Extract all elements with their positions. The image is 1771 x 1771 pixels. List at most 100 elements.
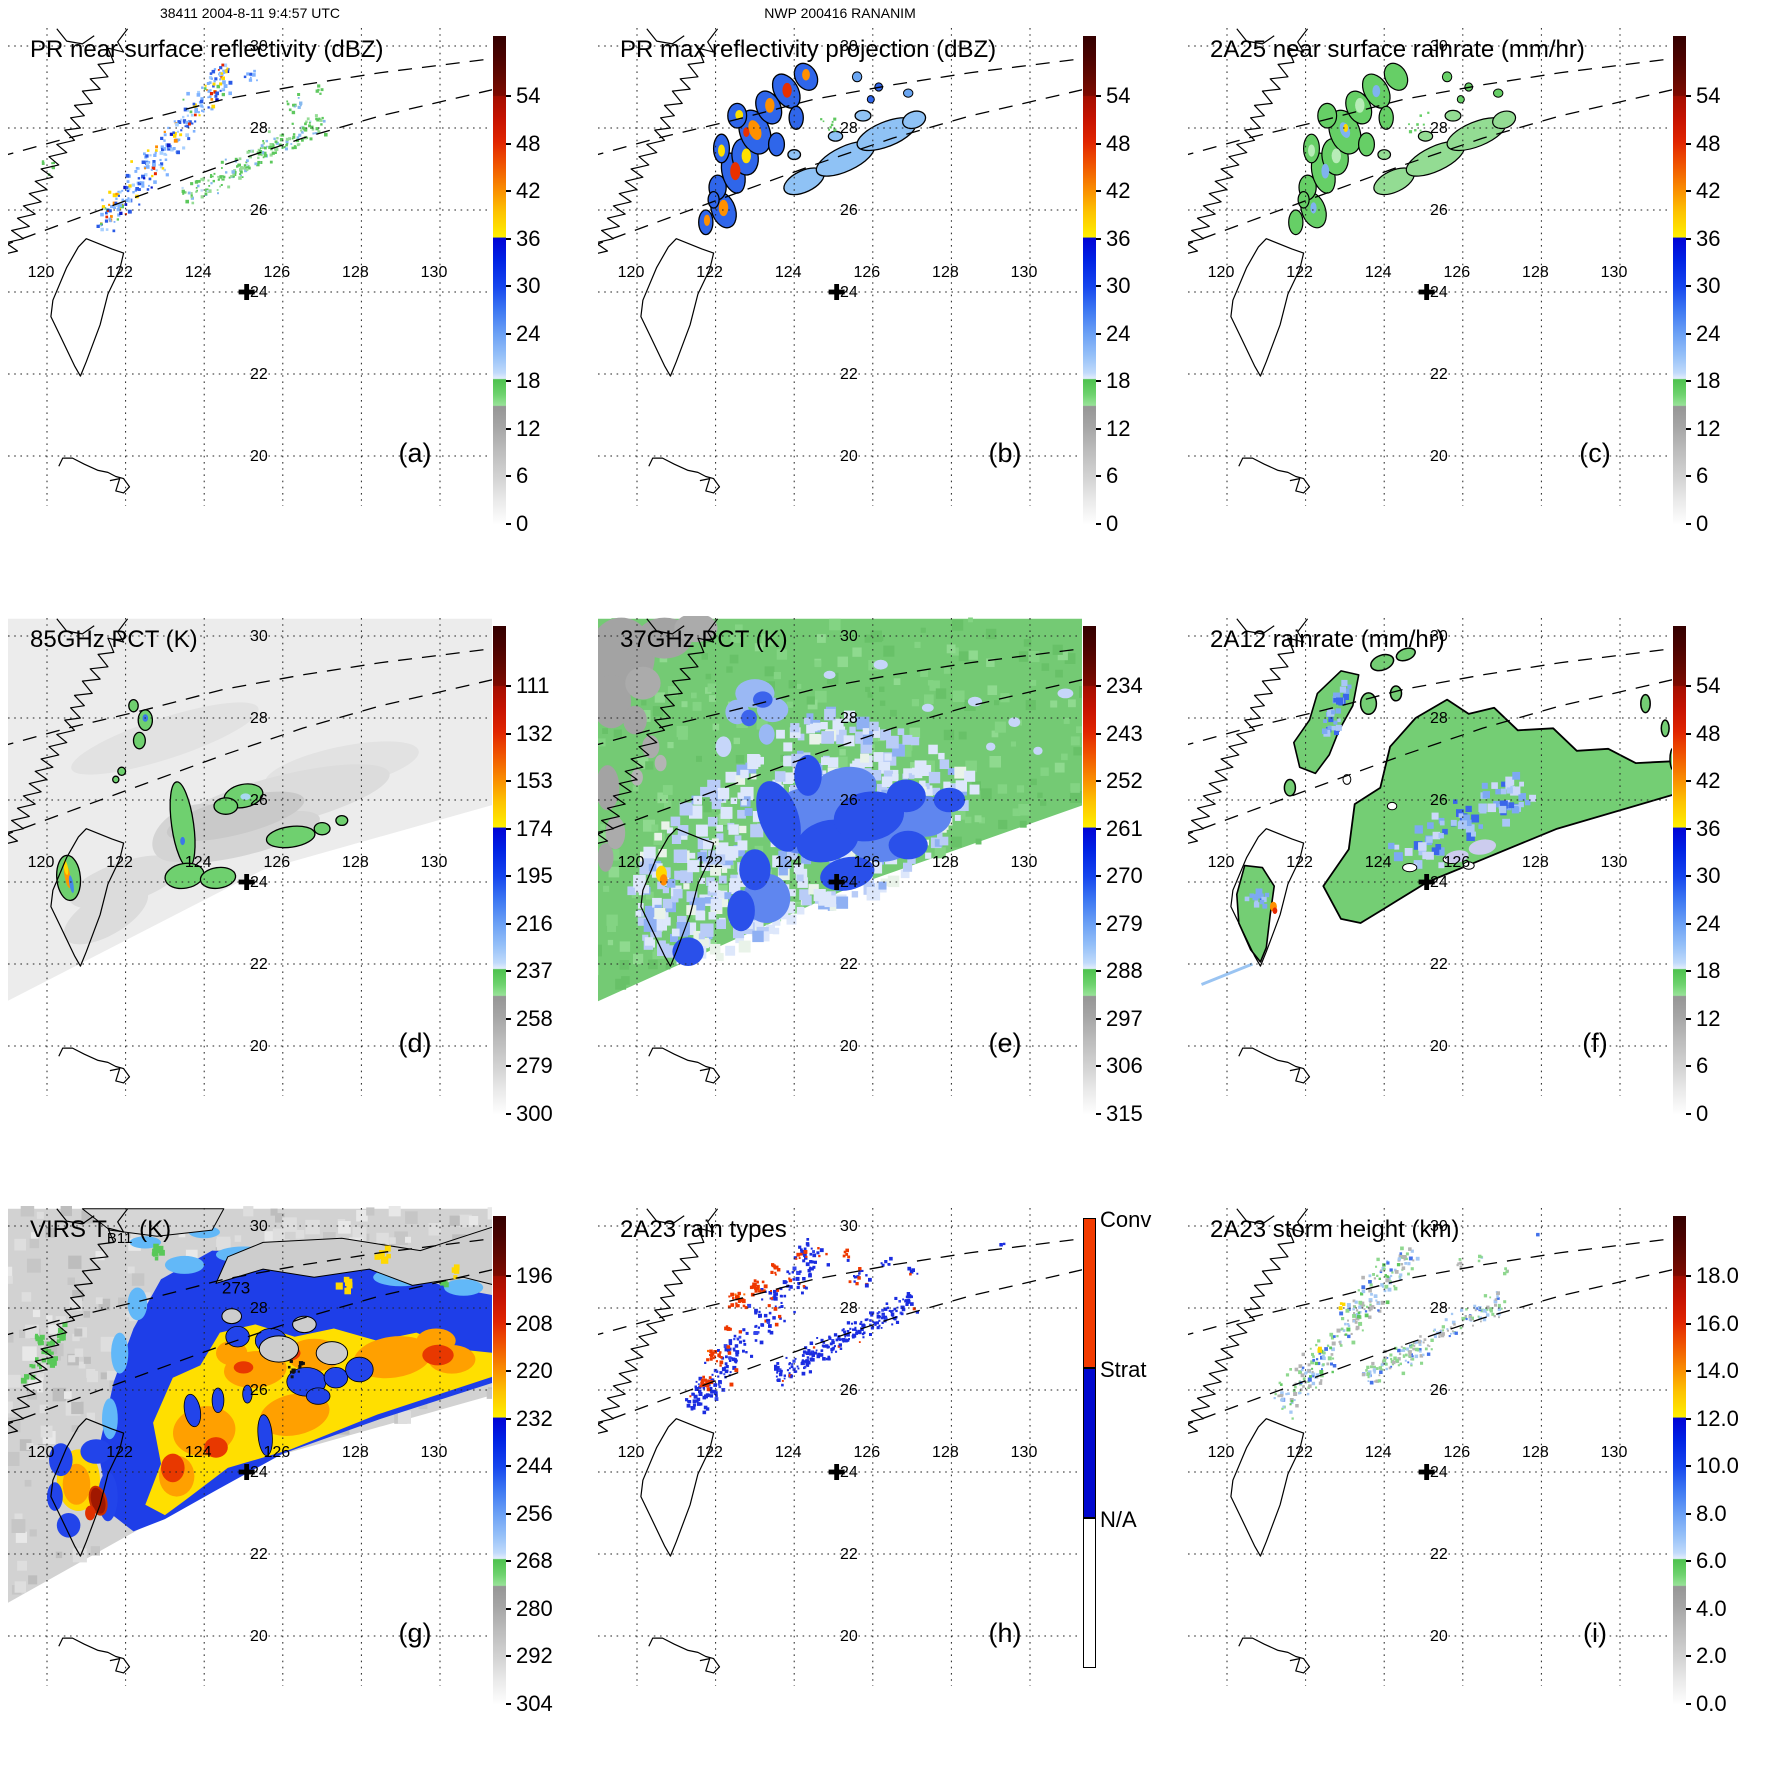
svg-text:124: 124 bbox=[775, 1444, 802, 1461]
svg-text:26: 26 bbox=[250, 792, 268, 809]
svg-text:28: 28 bbox=[840, 1300, 858, 1317]
svg-text:28: 28 bbox=[1430, 710, 1448, 727]
colorbar-tick bbox=[1096, 190, 1101, 193]
colorbar-tick-label: 0 bbox=[516, 510, 529, 536]
svg-text:20: 20 bbox=[1430, 1628, 1448, 1645]
storm-center-marker bbox=[1418, 1464, 1435, 1480]
svg-text:126: 126 bbox=[263, 1444, 290, 1461]
colorbar-tick-label: 54 bbox=[516, 83, 541, 109]
axis-labels: 120 122 124 126 128 130 30 28 26 24 22 20 bbox=[1208, 38, 1628, 465]
panel-d-letter: (d) bbox=[398, 1028, 432, 1058]
colorbar-tick bbox=[1686, 1512, 1691, 1515]
panel-d-title: 85GHz PCT (K) bbox=[30, 626, 198, 653]
colorbar-tick-label: 196 bbox=[516, 1263, 553, 1289]
svg-text:128: 128 bbox=[342, 854, 369, 871]
colorbar-tick bbox=[1686, 827, 1691, 830]
axis-labels: 120 122 124 126 128 130 30 28 26 24 22 20 bbox=[618, 1218, 1038, 1645]
svg-text:128: 128 bbox=[932, 1444, 959, 1461]
storm-center-marker bbox=[828, 284, 845, 300]
colorbar-tick-label: 174 bbox=[516, 815, 553, 841]
colorbar-tick-label: 54 bbox=[1106, 83, 1131, 109]
colorbar-tick bbox=[1686, 1607, 1691, 1610]
svg-text:24: 24 bbox=[250, 874, 268, 891]
svg-text:30: 30 bbox=[1430, 628, 1448, 645]
colorbar-a: 54 48 42 36 30 24 18 12 6 0 bbox=[0, 0, 540, 590]
raintype-segment-na bbox=[1083, 1518, 1096, 1668]
svg-text:126: 126 bbox=[263, 854, 290, 871]
colorbar-tick-label: 54 bbox=[1696, 83, 1721, 109]
coastlines bbox=[1188, 28, 1311, 494]
colorbar-tick-label: 18.0 bbox=[1696, 1263, 1739, 1289]
raintype-segment-conv bbox=[1083, 1218, 1096, 1368]
panel-e-letter: (e) bbox=[988, 1028, 1022, 1058]
colorbar-tick bbox=[1686, 1560, 1691, 1563]
panel-h-letter: (h) bbox=[988, 1618, 1022, 1648]
colorbar-tick bbox=[1686, 190, 1691, 193]
colorbar-tick bbox=[1096, 380, 1101, 383]
svg-text:128: 128 bbox=[932, 854, 959, 871]
svg-text:120: 120 bbox=[618, 854, 645, 871]
svg-text:124: 124 bbox=[775, 264, 802, 281]
colorbar-tick-label: 42 bbox=[1106, 178, 1131, 204]
storm-center-marker bbox=[238, 1464, 255, 1480]
colorbar-tick-label: 304 bbox=[516, 1690, 553, 1716]
svg-text:120: 120 bbox=[618, 264, 645, 281]
svg-text:20: 20 bbox=[250, 1038, 268, 1055]
colorbar-tick bbox=[506, 1560, 511, 1563]
colorbar-tick bbox=[506, 1322, 511, 1325]
colorbar-tick bbox=[1686, 237, 1691, 240]
storm-center-marker bbox=[828, 1464, 845, 1480]
graticule bbox=[598, 618, 1080, 1096]
colorbar-tick-label: 288 bbox=[1106, 958, 1143, 984]
panel-b-title: PR max reflectivity projection (dBZ) bbox=[620, 36, 997, 63]
svg-text:128: 128 bbox=[1522, 1444, 1549, 1461]
svg-text:30: 30 bbox=[840, 628, 858, 645]
coastlines bbox=[8, 618, 131, 1084]
colorbar-tick-label: 18 bbox=[516, 368, 541, 394]
colorbar-tick bbox=[1686, 1275, 1691, 1278]
colorbar-tick-label: 256 bbox=[516, 1500, 553, 1526]
svg-text:20: 20 bbox=[840, 1038, 858, 1055]
colorbar-g: 196 208 220 232 244 256 268 280 292 304 bbox=[0, 1180, 553, 1770]
colorbar-tick bbox=[506, 285, 511, 288]
colorbar-tick-label: 132 bbox=[516, 720, 553, 746]
colorbar-tick bbox=[1096, 332, 1101, 335]
colorbar-tick bbox=[1686, 732, 1691, 735]
map-b: 120 122 124 126 128 130 30 28 26 24 22 20 bbox=[598, 28, 1082, 506]
colorbar-tick bbox=[1686, 1370, 1691, 1373]
colorbar-tick bbox=[1686, 380, 1691, 383]
colorbar-tick bbox=[506, 780, 511, 783]
colorbar-tick bbox=[1686, 922, 1691, 925]
data-overlay bbox=[698, 62, 927, 236]
colorbar-tick bbox=[1686, 875, 1691, 878]
axis-labels: 120 122 124 126 128 130 30 28 26 24 22 20 bbox=[28, 1218, 448, 1645]
data-overlay bbox=[1273, 1232, 1540, 1420]
colorbar-tick-label: 24 bbox=[516, 320, 541, 346]
colorbar-tick-label: 30 bbox=[1696, 273, 1721, 299]
colorbar-tick-label: 30 bbox=[516, 273, 541, 299]
colorbar-tick bbox=[506, 427, 511, 430]
panel-g: 273 120 122 124 126 128 130 30 28 26 24 22 20 VIRS T… bbox=[0, 1180, 590, 1770]
svg-text:22: 22 bbox=[1430, 1546, 1448, 1563]
colorbar-tick-label: 48 bbox=[1696, 720, 1721, 746]
colorbar-tick-label: 0 bbox=[1106, 510, 1119, 536]
axis-labels: 120 122 124 126 128 130 30 28 26 24 22 20 bbox=[1208, 1218, 1628, 1645]
colorbar-gradient bbox=[493, 36, 506, 524]
svg-text:126: 126 bbox=[853, 264, 880, 281]
colorbar-tick bbox=[1686, 1655, 1691, 1658]
colorbar-tick bbox=[1096, 970, 1101, 973]
panel-a-letter: (a) bbox=[398, 438, 432, 468]
svg-text:124: 124 bbox=[1365, 264, 1392, 281]
colorbar-tick-label: 48 bbox=[516, 130, 541, 156]
colorbar-tick bbox=[506, 1017, 511, 1020]
svg-text:130: 130 bbox=[1601, 264, 1628, 281]
colorbar-tick-label: 0 bbox=[1696, 510, 1709, 536]
svg-text:128: 128 bbox=[1522, 854, 1549, 871]
colorbar-tick-label: 0.0 bbox=[1696, 1690, 1727, 1716]
coastlines bbox=[1188, 1208, 1311, 1674]
colorbar-tick-label: 243 bbox=[1106, 720, 1143, 746]
colorbar-tick bbox=[1096, 142, 1101, 145]
panel-f-title: 2A12 rainrate (mm/hr) bbox=[1210, 626, 1445, 653]
svg-text:26: 26 bbox=[250, 202, 268, 219]
coastlines bbox=[598, 1208, 721, 1674]
